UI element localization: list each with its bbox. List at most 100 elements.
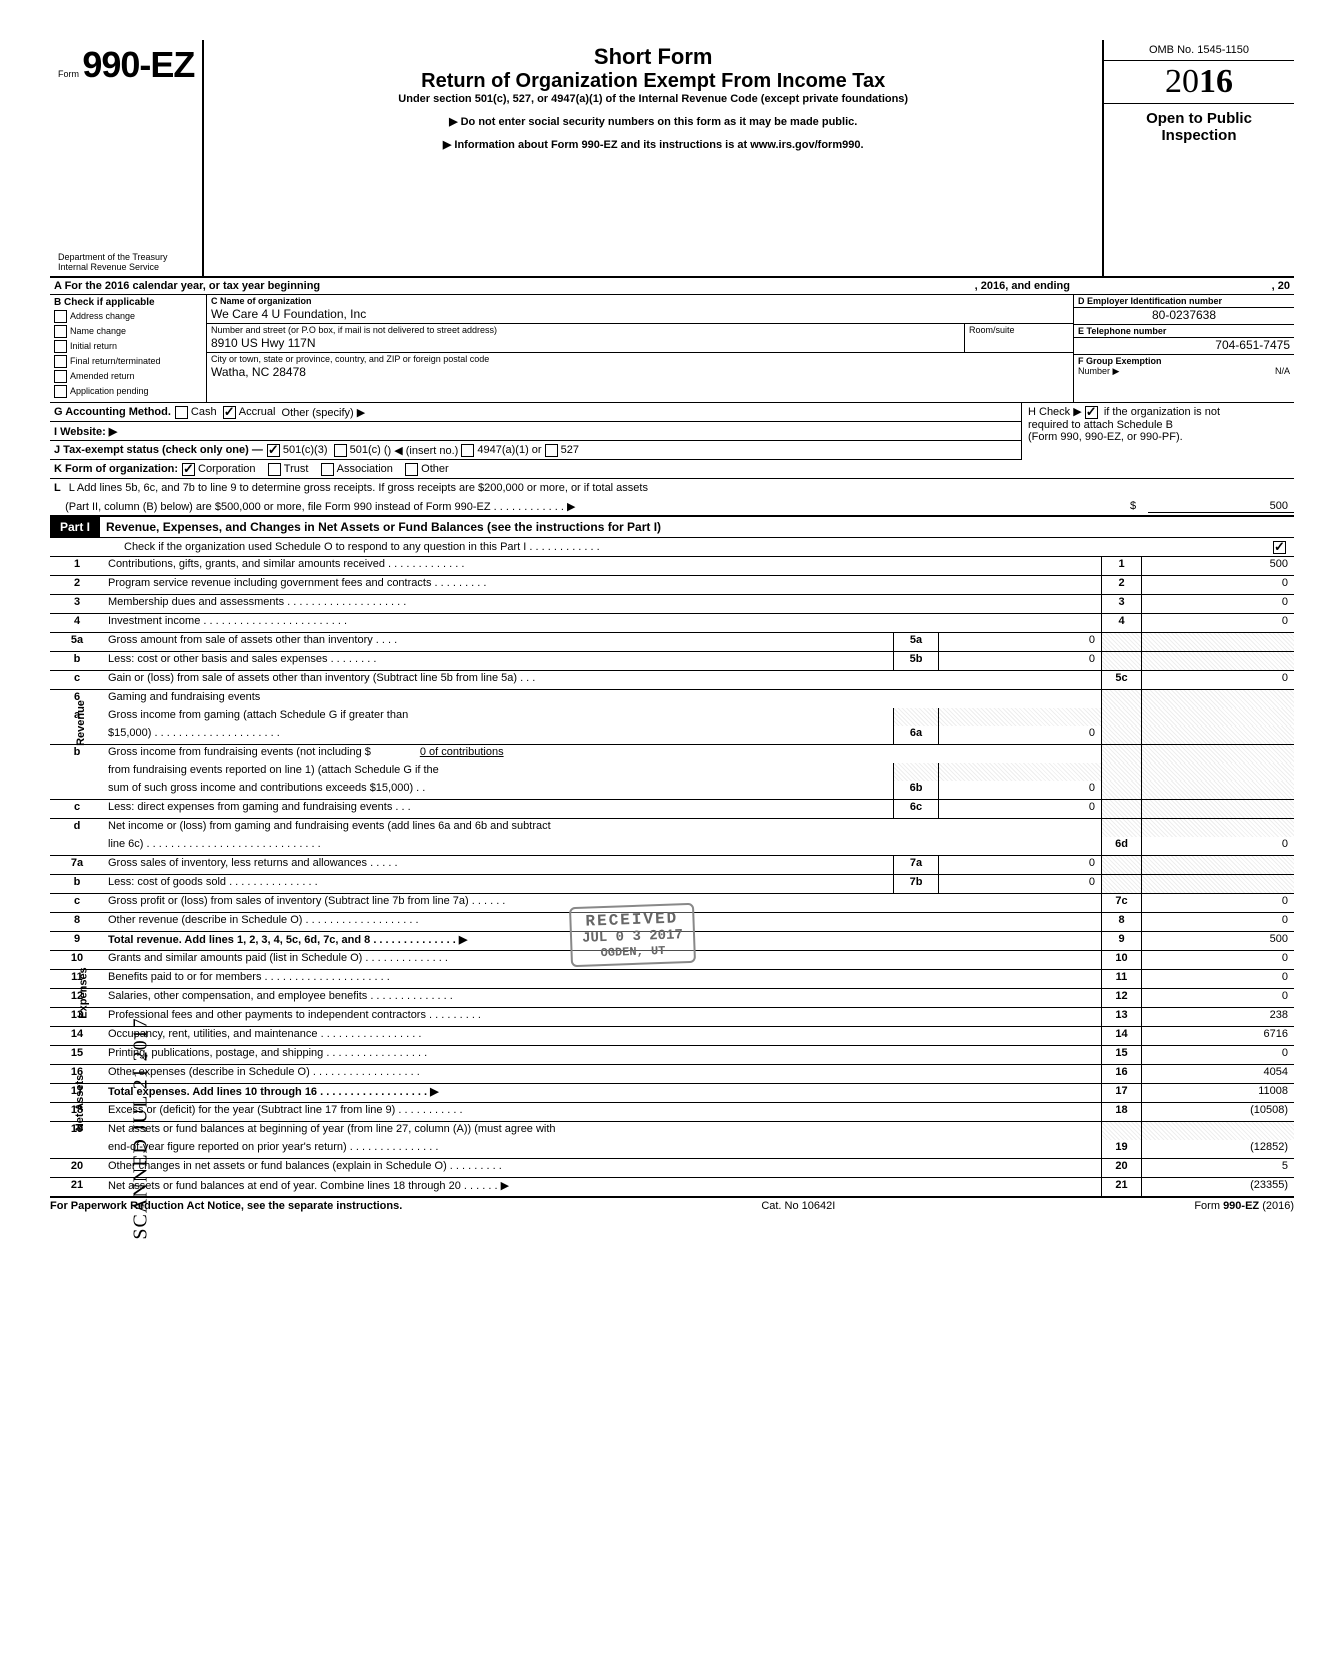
- row-15: 15 Printing, publications, postage, and …: [50, 1046, 1294, 1065]
- line-a-prefix: A For the 2016 calendar year, or tax yea…: [54, 280, 320, 292]
- title-box: Short Form Return of Organization Exempt…: [204, 40, 1102, 276]
- row-6: 6 Gaming and fundraising events: [50, 690, 1294, 708]
- line-g: G Accounting Method. Cash Accrual Other …: [50, 403, 1021, 422]
- dept-treasury: Department of the Treasury: [58, 252, 194, 262]
- form-header: Form 990-EZ Department of the Treasury I…: [50, 40, 1294, 278]
- title-note2: ▶ Information about Form 990-EZ and its …: [214, 138, 1092, 151]
- room-suite: Room/suite: [964, 324, 1073, 352]
- part1-tab: Part I: [50, 517, 100, 537]
- row-19-2: end-of-year figure reported on prior yea…: [50, 1140, 1294, 1159]
- check-4947[interactable]: [461, 444, 474, 457]
- line-k: K Form of organization: Corporation Trus…: [50, 460, 1294, 479]
- info-grid: B Check if applicable Address change Nam…: [50, 295, 1294, 403]
- row-20: 20 Other changes in net assets or fund b…: [50, 1159, 1294, 1178]
- row-6b-3: sum of such gross income and contributio…: [50, 781, 1294, 800]
- row-10: 10 Grants and similar amounts paid (list…: [50, 951, 1294, 970]
- open-to-public: Open to Public Inspection: [1104, 104, 1294, 150]
- street-value: 8910 US Hwy 117N: [207, 336, 964, 352]
- row-6c: c Less: direct expenses from gaming and …: [50, 800, 1294, 819]
- street-label: Number and street (or P.O box, if mail i…: [207, 324, 964, 336]
- footer: For Paperwork Reduction Act Notice, see …: [50, 1198, 1294, 1212]
- row-1: 1 Contributions, gifts, grants, and simi…: [50, 557, 1294, 576]
- row-7c: c Gross profit or (loss) from sales of i…: [50, 894, 1294, 913]
- form-990ez: Form 990-EZ Department of the Treasury I…: [50, 40, 1294, 1212]
- row-16: 16 Other expenses (describe in Schedule …: [50, 1065, 1294, 1084]
- row-2: 2 Program service revenue including gove…: [50, 576, 1294, 595]
- row-4: 4 Investment income . . . . . . . . . . …: [50, 614, 1294, 633]
- check-trust[interactable]: [268, 463, 281, 476]
- omb-number: OMB No. 1545-1150: [1104, 40, 1294, 61]
- row-19-1: 19 Net assets or fund balances at beginn…: [50, 1122, 1294, 1140]
- row-9: 9 Total revenue. Add lines 1, 2, 3, 4, 5…: [50, 932, 1294, 951]
- phone-label: E Telephone number: [1074, 325, 1294, 338]
- city-label: City or town, state or province, country…: [207, 353, 1073, 365]
- row-3: 3 Membership dues and assessments . . . …: [50, 595, 1294, 614]
- tax-year: 2016: [1104, 61, 1294, 104]
- check-schedule-o[interactable]: [1273, 541, 1286, 554]
- year-bold: 16: [1199, 63, 1233, 100]
- org-name-value: We Care 4 U Foundation, Inc: [207, 307, 1073, 323]
- check-name-change[interactable]: Name change: [54, 325, 202, 338]
- netassets-side-label: Net Assets: [74, 1075, 86, 1131]
- check-address-change[interactable]: Address change: [54, 310, 202, 323]
- row-11: 11 Benefits paid to or for members . . .…: [50, 970, 1294, 989]
- expenses-side-label: Expenses: [78, 967, 90, 1018]
- row-21: 21 Net assets or fund balances at end of…: [50, 1178, 1294, 1198]
- row-5b: b Less: cost or other basis and sales ex…: [50, 652, 1294, 671]
- row-6a-1: a Gross income from gaming (attach Sched…: [50, 708, 1294, 726]
- revenue-side-label: Revenue: [75, 700, 87, 746]
- check-schedule-b[interactable]: [1085, 406, 1098, 419]
- check-other-org[interactable]: [405, 463, 418, 476]
- line-h: H Check ▶ if the organization is not req…: [1021, 403, 1294, 460]
- check-initial-return[interactable]: Initial return: [54, 340, 202, 353]
- line-a-suffix: , 20: [1070, 280, 1290, 292]
- line-a-mid: , 2016, and ending: [975, 280, 1070, 292]
- col-b: B Check if applicable Address change Nam…: [50, 295, 207, 402]
- line-a: A For the 2016 calendar year, or tax yea…: [50, 278, 1294, 295]
- dept-irs: Internal Revenue Service: [58, 262, 194, 272]
- check-527[interactable]: [545, 444, 558, 457]
- check-accrual[interactable]: [223, 406, 236, 419]
- row-6d-1: d Net income or (loss) from gaming and f…: [50, 819, 1294, 837]
- check-final-return[interactable]: Final return/terminated: [54, 355, 202, 368]
- form-number: 990-EZ: [82, 44, 194, 85]
- row-5a: 5a Gross amount from sale of assets othe…: [50, 633, 1294, 652]
- title-sub: Return of Organization Exempt From Incom…: [214, 70, 1092, 93]
- check-association[interactable]: [321, 463, 334, 476]
- ein-label: D Employer Identification number: [1074, 295, 1294, 308]
- line-l-2: (Part II, column (B) below) are $500,000…: [50, 497, 1294, 517]
- col-d: D Employer Identification number 80-0237…: [1073, 295, 1294, 402]
- row-8: 8 Other revenue (describe in Schedule O)…: [50, 913, 1294, 932]
- check-501c[interactable]: [334, 444, 347, 457]
- dept-box: Department of the Treasury Internal Reve…: [50, 90, 204, 276]
- row-18: 18 Excess or (deficit) for the year (Sub…: [50, 1103, 1294, 1122]
- footer-right: Form 990-EZ (2016): [1194, 1200, 1294, 1212]
- city-value: Watha, NC 28478: [207, 365, 1073, 381]
- row-12: 12 Salaries, other compensation, and emp…: [50, 989, 1294, 1008]
- check-app-pending[interactable]: Application pending: [54, 385, 202, 398]
- row-13: 13 Professional fees and other payments …: [50, 1008, 1294, 1027]
- row-14: 14 Occupancy, rent, utilities, and maint…: [50, 1027, 1294, 1046]
- row-5c: c Gain or (loss) from sale of assets oth…: [50, 671, 1294, 690]
- group-exemption: F Group Exemption Number ▶ N/A: [1074, 355, 1294, 378]
- row-6a-2: $15,000) . . . . . . . . . . . . . . . .…: [50, 726, 1294, 745]
- form-prefix: Form: [58, 69, 79, 79]
- part1-header: Part I Revenue, Expenses, and Changes in…: [50, 517, 1294, 538]
- title-note1: ▶ Do not enter social security numbers o…: [214, 115, 1092, 128]
- check-amended[interactable]: Amended return: [54, 370, 202, 383]
- line-l-1: L L Add lines 5b, 6c, and 7b to line 9 t…: [50, 479, 1294, 497]
- check-501c3[interactable]: [267, 444, 280, 457]
- check-cash[interactable]: [175, 406, 188, 419]
- row-6d-2: line 6c) . . . . . . . . . . . . . . . .…: [50, 837, 1294, 856]
- form-number-box: Form 990-EZ: [50, 40, 204, 90]
- line-i: I Website: ▶: [50, 422, 1021, 441]
- footer-center: Cat. No 10642I: [761, 1200, 835, 1212]
- phone-value: 704-651-7475: [1074, 338, 1294, 355]
- check-corporation[interactable]: [182, 463, 195, 476]
- title-main: Short Form: [214, 44, 1092, 70]
- row-6b-1: b Gross income from fundraising events (…: [50, 745, 1294, 763]
- footer-left: For Paperwork Reduction Act Notice, see …: [50, 1200, 402, 1212]
- row-7b: b Less: cost of goods sold . . . . . . .…: [50, 875, 1294, 894]
- line-l-value: 500: [1148, 500, 1294, 513]
- right-box: OMB No. 1545-1150 2016 Open to Public In…: [1102, 40, 1294, 276]
